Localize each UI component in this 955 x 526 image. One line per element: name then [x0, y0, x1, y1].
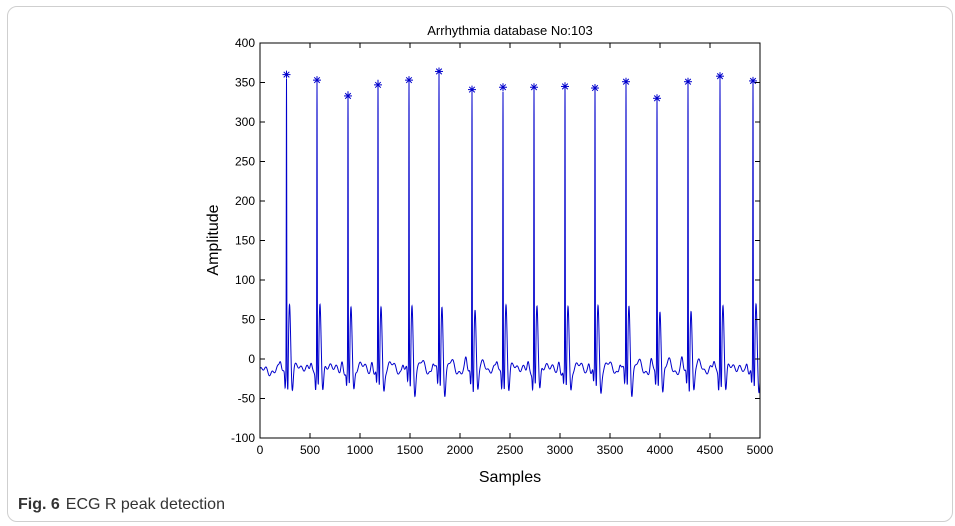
r-peak-marker-13: [653, 94, 661, 103]
r-peak-marker-4: [374, 80, 382, 89]
r-peak-marker-6: [435, 67, 443, 76]
figure-frame: [7, 6, 953, 522]
y-tick-label: 50: [242, 313, 256, 327]
x-tick-label: 3000: [547, 443, 574, 457]
y-tick-label: 0: [248, 352, 255, 366]
y-tick-label: 400: [235, 36, 255, 50]
ecg-series-line: [260, 70, 760, 398]
y-tick-label: 350: [235, 76, 255, 90]
r-peak-marker-12: [622, 77, 630, 86]
x-tick-label: 2500: [497, 443, 524, 457]
r-peak-marker-10: [561, 82, 569, 91]
y-tick-label: 250: [235, 155, 255, 169]
r-peak-marker-5: [405, 76, 413, 85]
chart-title: Arrhythmia database No:103: [427, 23, 592, 38]
r-peak-marker-7: [468, 85, 476, 94]
r-peak-marker-9: [530, 83, 538, 92]
x-tick-label: 2000: [447, 443, 474, 457]
y-tick-label: 150: [235, 234, 255, 248]
x-tick-label: 500: [300, 443, 320, 457]
r-peak-marker-16: [749, 76, 757, 85]
caption-label: Fig. 6: [18, 496, 60, 513]
caption-text: ECG R peak detection: [65, 496, 225, 513]
y-tick-label: 100: [235, 273, 255, 287]
y-tick-label: -100: [231, 431, 255, 445]
y-axis-title: Amplitude: [205, 204, 222, 275]
x-tick-label: 4000: [647, 443, 674, 457]
x-tick-label: 4500: [697, 443, 724, 457]
r-peak-marker-15: [716, 72, 724, 81]
r-peak-marker-3: [344, 91, 352, 100]
x-axis-title: Samples: [479, 469, 541, 486]
x-tick-label: 5000: [747, 443, 774, 457]
y-tick-label: 300: [235, 115, 255, 129]
r-peak-marker-14: [684, 77, 692, 86]
y-tick-label: -50: [238, 392, 256, 406]
r-peak-marker-1: [282, 70, 291, 79]
figure-caption: Fig. 6 ECG R peak detection: [18, 496, 225, 514]
x-tick-label: 0: [257, 443, 264, 457]
x-tick-label: 1000: [347, 443, 374, 457]
plot-area: [260, 67, 760, 398]
x-tick-label: 1500: [397, 443, 424, 457]
r-peak-marker-2: [313, 76, 321, 85]
y-tick-label: 200: [235, 194, 255, 208]
r-peak-marker-11: [591, 84, 599, 93]
x-tick-label: 3500: [597, 443, 624, 457]
r-peak-marker-8: [499, 83, 507, 92]
axes: 0 500 1000 1500 2000 2500 3000 3500 4000 4500 5000…: [231, 36, 774, 457]
